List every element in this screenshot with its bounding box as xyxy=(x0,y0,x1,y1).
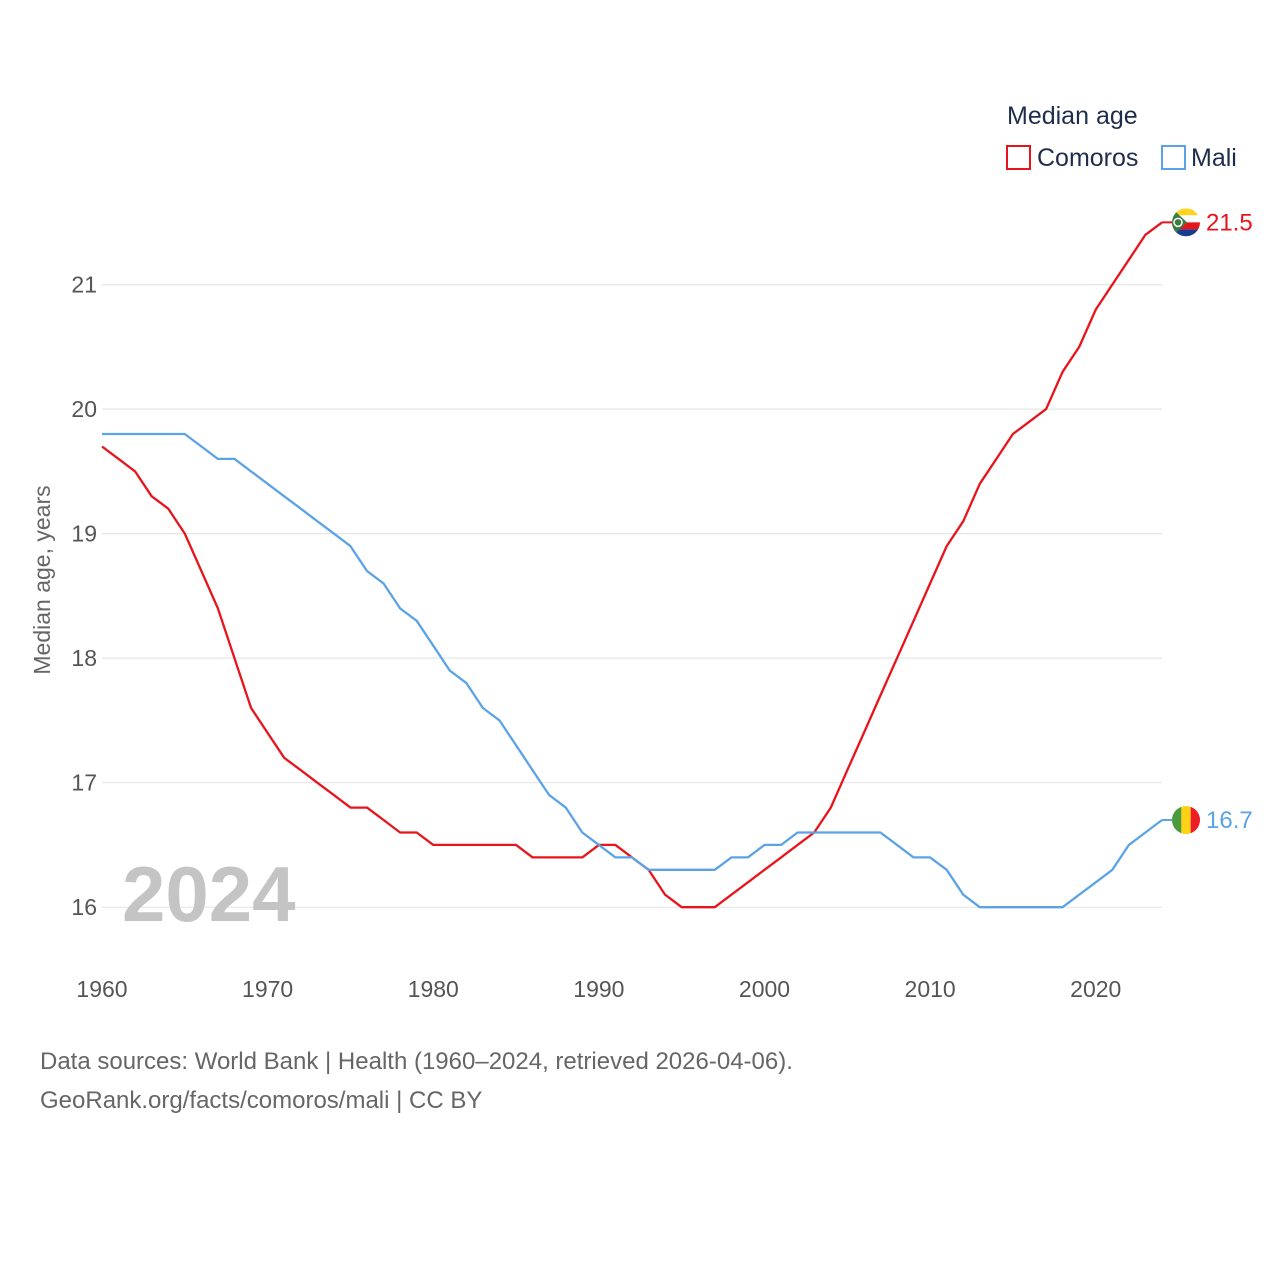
x-tick-label: 1960 xyxy=(76,976,127,1002)
series-line-mali[interactable] xyxy=(102,432,1163,909)
y-tick-label: 16 xyxy=(71,894,97,920)
x-tick-label: 2020 xyxy=(1070,976,1121,1002)
legend-label-comoros[interactable]: Comoros xyxy=(1037,144,1138,172)
grid-lines xyxy=(102,284,1162,908)
x-tick-label: 1970 xyxy=(242,976,293,1002)
x-axis-ticks: 1960 1970 1980 1990 2000 2010 2020 xyxy=(76,976,1121,1002)
footer: Data sources: World Bank | Health (1960–… xyxy=(40,1042,793,1120)
y-tick-label: 20 xyxy=(71,396,97,422)
x-tick-label: 2010 xyxy=(905,976,956,1002)
end-label-comoros: 21.5 xyxy=(1206,209,1253,236)
y-axis-ticks: 16 17 18 19 20 21 xyxy=(71,272,97,921)
footer-link[interactable]: GeoRank.org/facts/comoros/mali | CC BY xyxy=(40,1087,483,1114)
y-tick-label: 19 xyxy=(71,521,97,547)
x-tick-label: 2000 xyxy=(739,976,790,1002)
end-label-mali: 16.7 xyxy=(1206,807,1253,834)
legend-swatch-comoros[interactable] xyxy=(1006,145,1031,170)
x-tick-label: 1980 xyxy=(408,976,459,1002)
median-age-chart: 16 17 18 19 20 21 1960 1970 1980 1990 2000 2010 202… xyxy=(29,102,1253,1002)
mali-flag-icon xyxy=(1172,806,1200,835)
y-tick-label: 18 xyxy=(71,645,97,671)
legend: Median age Comoros Mali xyxy=(1006,102,1237,172)
legend-title: Median age xyxy=(1007,102,1138,130)
year-watermark: 2024 xyxy=(122,850,296,938)
y-axis-title: Median age, years xyxy=(29,485,55,674)
x-tick-label: 1990 xyxy=(573,976,624,1002)
series-line-comoros[interactable] xyxy=(101,221,1163,909)
series-endpoints: 21.5 16.7 xyxy=(1162,208,1253,835)
comoros-flag-icon xyxy=(1172,208,1200,237)
series-lines xyxy=(101,221,1163,909)
legend-swatch-mali[interactable] xyxy=(1161,145,1186,170)
footer-sources: Data sources: World Bank | Health (1960–… xyxy=(40,1048,793,1075)
y-tick-label: 17 xyxy=(71,770,97,796)
y-tick-label: 21 xyxy=(71,272,97,298)
legend-label-mali[interactable]: Mali xyxy=(1191,144,1237,172)
